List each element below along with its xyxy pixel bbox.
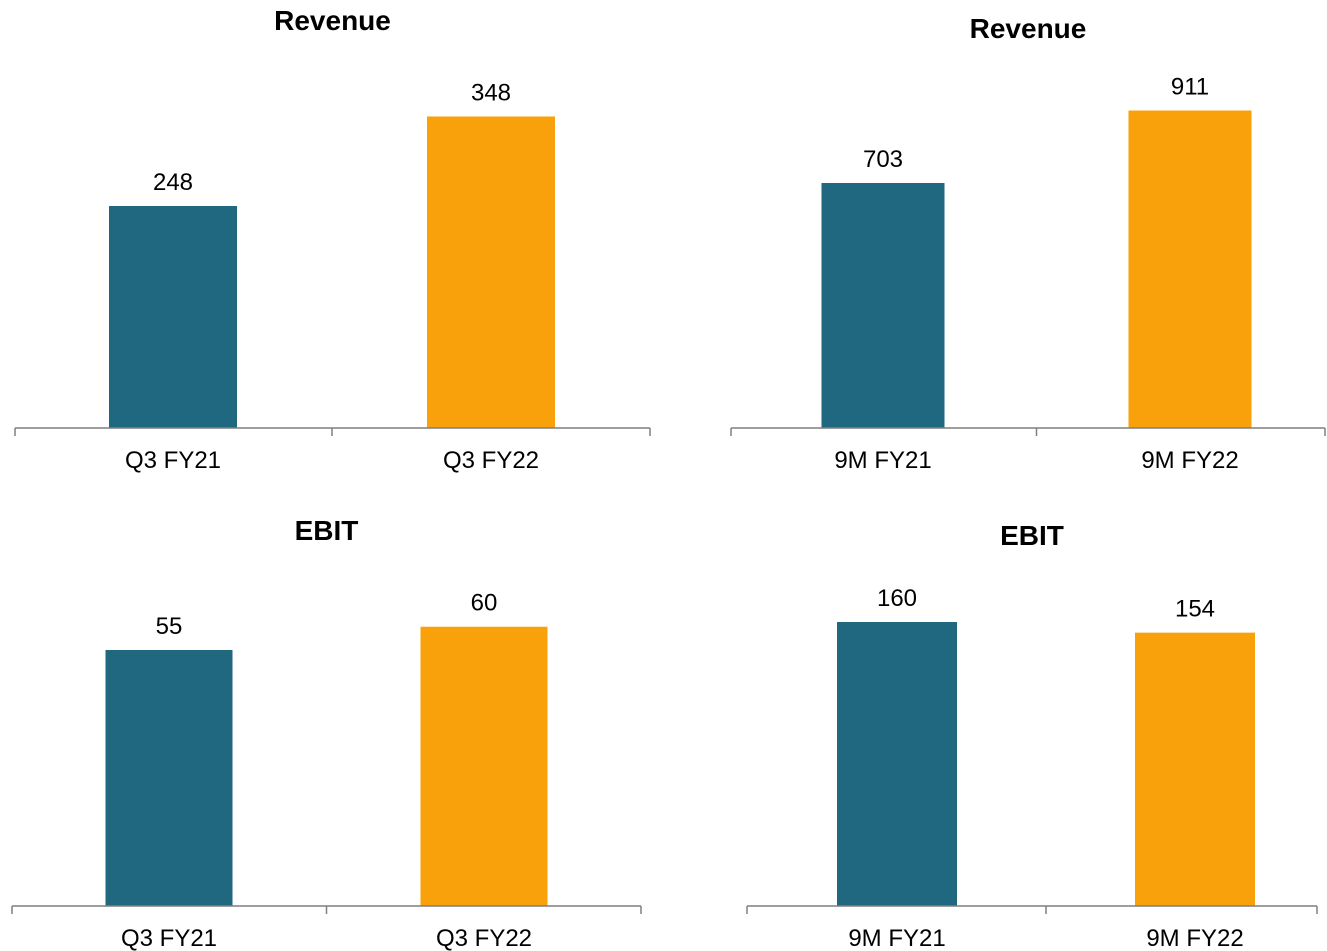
x-tick-label: Q3 FY22 [443, 447, 539, 474]
x-tick-label: 9M FY21 [848, 925, 945, 951]
x-tick-label: Q3 FY22 [436, 925, 532, 951]
data-label: 348 [471, 79, 511, 106]
data-label: 911 [1171, 74, 1209, 101]
bar-q3-fy21 [105, 650, 233, 906]
data-label: 248 [153, 169, 193, 196]
bar-q3-fy22 [427, 116, 555, 428]
bar-9m-fy21 [837, 622, 957, 906]
chart-panel-3: EBIT 55 Q3 FY21 60 Q3 FY22 [11, 515, 642, 951]
x-tick-label: 9M FY21 [834, 447, 931, 474]
bar-9m-fy21 [821, 183, 945, 428]
chart-title: Revenue [970, 13, 1087, 44]
x-tick-label: 9M FY22 [1146, 925, 1243, 951]
bar-9m-fy22 [1135, 632, 1255, 906]
bar-9m-fy22 [1128, 110, 1252, 428]
x-tick-label: 9M FY22 [1141, 447, 1238, 474]
chart-panel-4: EBIT 160 9M FY21 154 9M FY22 [746, 520, 1318, 951]
chart-title: EBIT [1000, 520, 1064, 551]
chart-panel-1: Revenue 248 Q3 FY21 348 Q3 FY22 [14, 5, 651, 474]
x-tick-label: Q3 FY21 [125, 447, 221, 474]
chart-title: Revenue [274, 5, 391, 36]
data-label: 160 [877, 585, 917, 612]
data-label: 55 [156, 613, 183, 640]
bar-q3-fy22 [420, 626, 548, 906]
x-tick-label: Q3 FY21 [121, 925, 217, 951]
data-label: 703 [863, 146, 903, 173]
chart-panel-2: Revenue 703 9M FY21 911 9M FY22 [730, 13, 1326, 474]
chart-title: EBIT [295, 515, 359, 546]
data-label: 60 [471, 590, 498, 617]
bar-q3-fy21 [109, 206, 237, 428]
data-label: 154 [1175, 596, 1215, 623]
